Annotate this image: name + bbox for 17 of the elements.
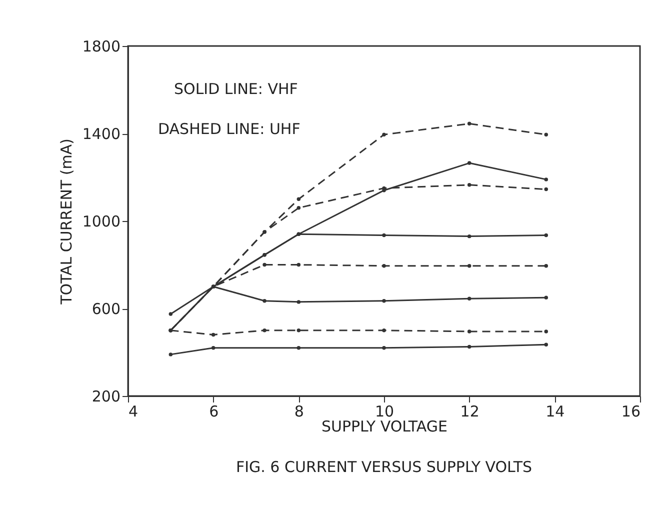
y-tick-label: 1800 xyxy=(82,38,120,56)
text: FIG. 6 CURRENT VERSUS SUPPLY VOLTS xyxy=(236,458,532,476)
x-axis-title: SUPPLY VOLTAGE xyxy=(321,418,448,436)
x-tick-label: 14 xyxy=(546,402,565,420)
x-tick-label: 10 xyxy=(374,402,394,420)
x-tick-label: 8 xyxy=(294,402,304,420)
x-tick-label: 16 xyxy=(621,402,640,420)
y-tick-label: 200 xyxy=(92,388,120,406)
y-axis-title: TOTAL CURRENT (mA) xyxy=(57,138,76,306)
annotation: DASHED LINE: UHF xyxy=(158,120,300,138)
annotation: SOLID LINE: VHF xyxy=(174,80,298,98)
x-tick-label: 12 xyxy=(460,402,480,420)
x-tick-label: 6 xyxy=(209,402,219,420)
y-tick-label: 600 xyxy=(92,300,120,318)
y-tick-label: 1400 xyxy=(82,125,120,143)
x-tick-label: 4 xyxy=(128,402,138,420)
y-tick-label: 1000 xyxy=(82,212,120,230)
